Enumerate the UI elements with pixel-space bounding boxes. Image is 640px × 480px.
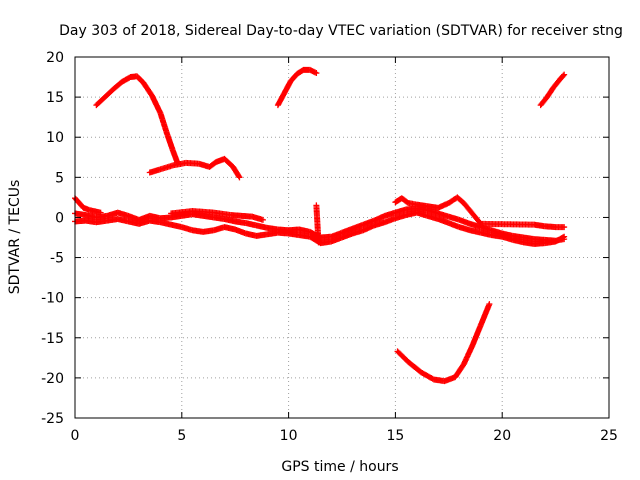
- y-tick-label: -20: [41, 371, 64, 387]
- x-axis-label: GPS time / hours: [281, 459, 398, 475]
- data-point: [93, 95, 107, 109]
- data-point: [561, 224, 568, 231]
- data-point: [454, 194, 466, 206]
- data-point: [405, 358, 423, 375]
- series-isolated: [313, 202, 322, 246]
- data-point: [486, 301, 493, 308]
- data-point: [163, 130, 176, 154]
- y-tick-label: 20: [46, 50, 64, 66]
- y-tick-label: 15: [46, 90, 64, 106]
- data-point: [313, 70, 320, 77]
- data-point: [550, 77, 562, 91]
- data-point: [460, 200, 475, 216]
- data-point: [477, 302, 492, 328]
- x-tick-label: 0: [71, 428, 80, 444]
- x-tick-label: 10: [280, 428, 298, 444]
- series-cluster-c: [72, 194, 568, 231]
- chart-title: Day 303 of 2018, Sidereal Day-to-day VTE…: [59, 23, 623, 39]
- data-point: [460, 344, 475, 368]
- data-point: [552, 234, 566, 245]
- data-point: [561, 71, 568, 78]
- x-tick-label: 20: [493, 428, 511, 444]
- data-point: [452, 362, 466, 381]
- data-point: [469, 323, 484, 349]
- data-point: [561, 233, 568, 240]
- x-tick-label: 15: [386, 428, 404, 444]
- data-point: [315, 239, 322, 246]
- x-tick-label: 5: [177, 428, 186, 444]
- x-tick-label: 25: [600, 428, 618, 444]
- data-point: [544, 85, 556, 101]
- data-point: [313, 202, 322, 244]
- data-point: [118, 74, 133, 85]
- data-point: [398, 195, 411, 206]
- series-arc-low-afternoon: [394, 301, 493, 385]
- y-axis-label: SDTVAR / TECUs: [7, 180, 23, 295]
- data-point: [110, 79, 124, 93]
- data-point: [394, 348, 411, 364]
- series-arc-high-ten: [274, 66, 320, 109]
- axis-ticks: 0 5 10 15 20 25 -25 -20 -15 -10 -5 0 5 10 15 20: [41, 50, 618, 444]
- data-point: [97, 209, 104, 216]
- series-arc-mid-morning: [146, 155, 243, 181]
- series-cluster-a: [72, 205, 568, 244]
- data-point: [148, 92, 163, 115]
- data-point: [287, 71, 300, 85]
- data-point: [157, 110, 170, 135]
- data-point: [221, 155, 235, 169]
- data-point: [418, 369, 436, 382]
- data-point: [140, 79, 155, 98]
- y-tick-label: 10: [46, 130, 64, 146]
- y-tick-label: -10: [41, 291, 64, 307]
- data-point: [259, 216, 266, 223]
- data-point: [133, 73, 146, 85]
- y-tick-label: -15: [41, 331, 64, 347]
- y-tick-label: -25: [41, 411, 64, 427]
- plot-frame: [74, 56, 610, 419]
- series-arc-high-late: [537, 71, 568, 109]
- data-point: [274, 91, 287, 109]
- data-point: [230, 163, 242, 180]
- data-point: [294, 67, 306, 77]
- y-tick-label: -5: [50, 251, 64, 267]
- data-point: [236, 174, 243, 181]
- data-point: [537, 95, 550, 109]
- data-point: [469, 210, 483, 226]
- data-point: [281, 79, 294, 97]
- data-point: [101, 87, 116, 101]
- y-tick-label: 5: [55, 170, 64, 186]
- y-tick-label: 0: [55, 210, 64, 226]
- data-point: [556, 72, 567, 83]
- data-point: [76, 200, 86, 210]
- data-point: [206, 159, 218, 170]
- data-point: [477, 220, 536, 228]
